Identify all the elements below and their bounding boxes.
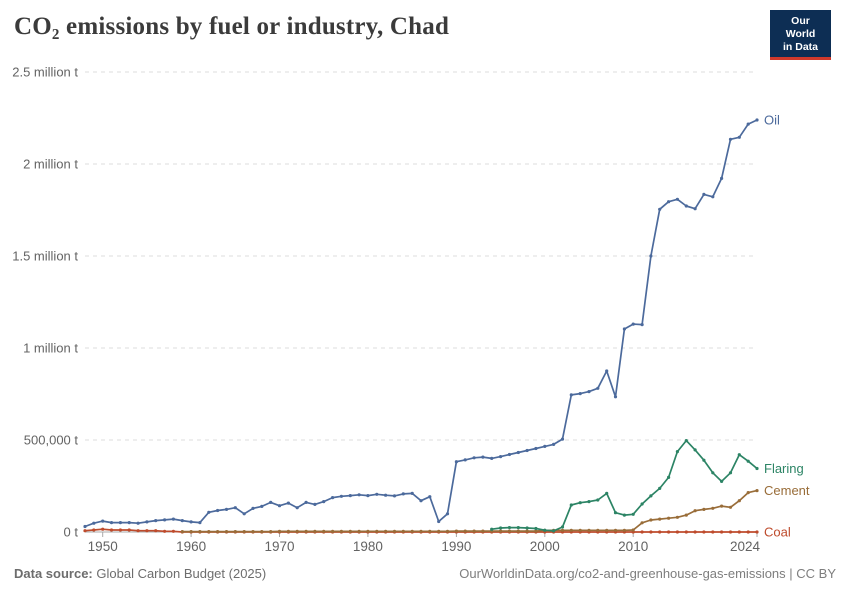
owid-logo[interactable]: Our World in Data <box>770 10 831 60</box>
y-tick-label: 1 million t <box>23 341 78 356</box>
owid-logo-line1: Our World <box>785 15 816 40</box>
x-tick-label: 1980 <box>353 539 383 554</box>
x-tick-label: 1990 <box>441 539 471 554</box>
series-points-cement <box>180 489 759 534</box>
x-tick-label: 1970 <box>264 539 294 554</box>
data-source-note: Data source: Global Carbon Budget (2025) <box>14 566 266 581</box>
chart-footer: Data source: Global Carbon Budget (2025)… <box>14 566 836 581</box>
series-line-flaring[interactable] <box>490 439 758 532</box>
x-tick-label: 2024 <box>730 539 761 554</box>
series-line-cement[interactable] <box>181 489 758 533</box>
credit-link[interactable]: OurWorldinData.org/co2-and-greenhouse-ga… <box>459 566 836 581</box>
series-points-oil <box>83 118 759 529</box>
series-points-flaring <box>490 439 759 533</box>
x-tick-label: 1960 <box>176 539 206 554</box>
series-label-flaring[interactable]: Flaring <box>764 461 804 476</box>
y-tick-label: 1.5 million t <box>12 249 78 264</box>
page-title: CO₂ emissions by fuel or industry, Chad <box>14 13 450 40</box>
y-tick-label: 2 million t <box>23 157 78 172</box>
series-label-cement[interactable]: Cement <box>764 483 810 498</box>
x-tick-label: 1950 <box>88 539 118 554</box>
data-source-value: Global Carbon Budget (2025) <box>96 566 267 581</box>
x-tick-label: 2010 <box>618 539 648 554</box>
series-label-coal[interactable]: Coal <box>764 525 791 540</box>
x-tick-label: 2000 <box>530 539 560 554</box>
series-label-oil[interactable]: Oil <box>764 113 780 128</box>
series-line-oil[interactable] <box>84 119 758 528</box>
owid-logo-line2: in Data <box>782 41 818 53</box>
y-tick-label: 2.5 million t <box>12 65 78 80</box>
y-tick-label: 500,000 t <box>24 433 79 448</box>
y-tick-label: 0 t <box>64 525 79 540</box>
data-source-label: Data source: <box>14 566 93 581</box>
